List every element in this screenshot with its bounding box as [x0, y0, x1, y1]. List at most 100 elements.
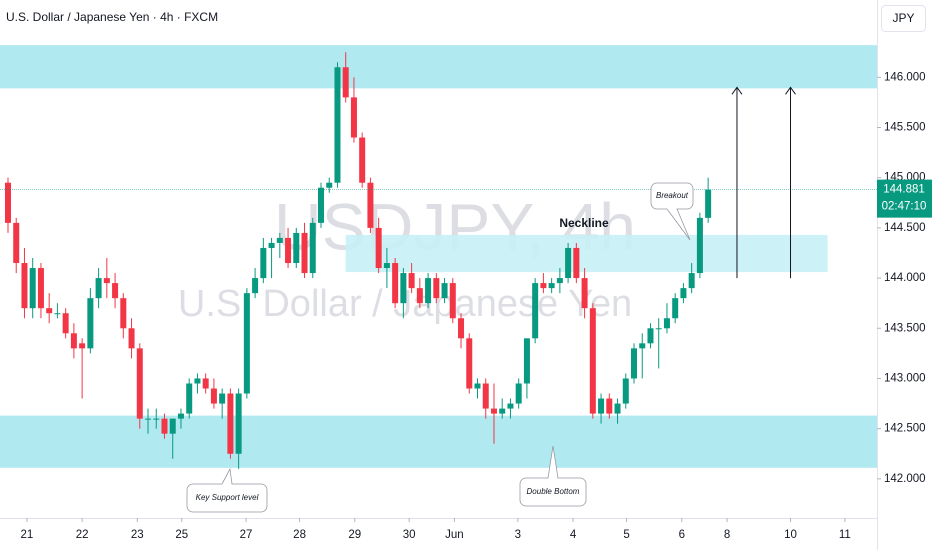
candle-body: [285, 237, 292, 264]
candle-body: [194, 378, 201, 384]
neckline-label: Neckline: [559, 216, 609, 230]
candle-body: [680, 288, 687, 299]
candle-body: [260, 247, 267, 279]
candle-body: [474, 383, 481, 389]
zone: [0, 415, 877, 468]
candle-body: [309, 222, 316, 274]
candle-body: [136, 348, 143, 419]
y-tick-label: 146.000: [884, 71, 926, 83]
x-tick-label: Jun: [445, 529, 464, 541]
candle-body: [70, 333, 77, 349]
candle-body: [243, 293, 250, 394]
candle-body: [54, 313, 61, 315]
candle-body: [326, 182, 333, 188]
candle-body: [359, 137, 366, 183]
breakout-label: Breakout: [656, 191, 689, 200]
y-tick-label: 142.000: [884, 473, 926, 485]
candle-body: [227, 393, 234, 454]
support-bubble: [221, 467, 233, 485]
x-tick-label: 23: [131, 529, 144, 541]
candle-body: [565, 247, 572, 279]
x-tick-label: 30: [403, 529, 416, 541]
candle-body: [614, 403, 621, 414]
candle-body: [655, 328, 662, 330]
candle-body: [235, 393, 242, 454]
candle-body: [523, 338, 530, 384]
candle-body: [293, 232, 300, 264]
candle-body: [515, 383, 522, 404]
plot: USDJPY, 4hU.S. Dollar / Japanese YenNeck…: [0, 45, 877, 513]
candle-body: [647, 328, 654, 344]
double-bottom-bubble: [547, 445, 559, 479]
candle-body: [87, 298, 94, 349]
x-tick-label: 21: [21, 529, 34, 541]
candle-body: [276, 237, 283, 243]
candle-body: [639, 343, 646, 349]
candle-body: [375, 227, 382, 269]
y-tick-label: 144.500: [884, 222, 926, 234]
candle-body: [186, 383, 193, 414]
candle-body: [350, 97, 357, 138]
candle-body: [120, 298, 127, 329]
candle-body: [598, 398, 605, 414]
candle-body: [62, 313, 69, 334]
x-tick-label: 4: [570, 529, 577, 541]
candle-body: [672, 298, 679, 319]
candle-body: [37, 268, 44, 309]
x-tick-label: 11: [839, 529, 851, 541]
x-tick-label: 8: [724, 529, 730, 541]
candle-body: [400, 273, 407, 304]
candle-body: [145, 418, 152, 420]
x-tick-label: 27: [240, 529, 253, 541]
candle-body: [4, 182, 11, 223]
x-tick-label: 28: [293, 529, 306, 541]
candle-body: [499, 408, 506, 414]
candle-body: [177, 413, 184, 419]
candle-body: [416, 288, 423, 304]
candle-body: [548, 283, 555, 289]
candle-body: [268, 242, 275, 248]
candle-body: [46, 308, 53, 314]
candle-body: [663, 318, 670, 329]
candle-body: [210, 388, 217, 404]
candle-body: [458, 318, 465, 339]
candle-body: [392, 263, 399, 304]
x-tick-label: 10: [784, 529, 797, 541]
x-tick-label: 6: [679, 529, 685, 541]
candle-body: [367, 182, 374, 228]
candle-body: [252, 278, 259, 294]
candle-body: [219, 393, 226, 404]
breakout-bubble: [666, 208, 691, 241]
y-tick-label: 144.000: [884, 272, 926, 284]
candle-body: [13, 222, 20, 264]
last-price-label: 144.881: [883, 184, 925, 196]
candle-body: [441, 283, 448, 299]
candle-body: [128, 328, 135, 349]
x-tick-label: 29: [348, 529, 361, 541]
candle-body: [696, 217, 703, 274]
candle-body: [556, 278, 563, 284]
y-tick-label: 143.000: [884, 373, 926, 385]
candle-body: [79, 343, 86, 349]
x-tick-label: 5: [623, 529, 629, 541]
candle-body: [169, 418, 176, 434]
candle-body: [606, 398, 613, 414]
candle-body: [317, 187, 324, 223]
candle-body: [425, 278, 432, 304]
candle-body: [466, 338, 473, 389]
candle-body: [301, 232, 308, 274]
y-tick-label: 143.500: [884, 322, 926, 334]
header: U.S. Dollar / Japanese Yen · 4h · FXCM: [6, 10, 218, 24]
candle-body: [631, 348, 638, 379]
zone: [0, 45, 877, 89]
candle-body: [705, 189, 712, 218]
candle-body: [29, 268, 36, 309]
candle-body: [433, 278, 440, 299]
currency-label[interactable]: JPY: [892, 11, 914, 25]
currency-button[interactable]: [881, 5, 926, 32]
support-label: Key Support level: [196, 493, 259, 502]
candle-body: [383, 263, 390, 269]
candle-body: [540, 283, 547, 289]
y-tick-label: 145.500: [884, 122, 926, 134]
